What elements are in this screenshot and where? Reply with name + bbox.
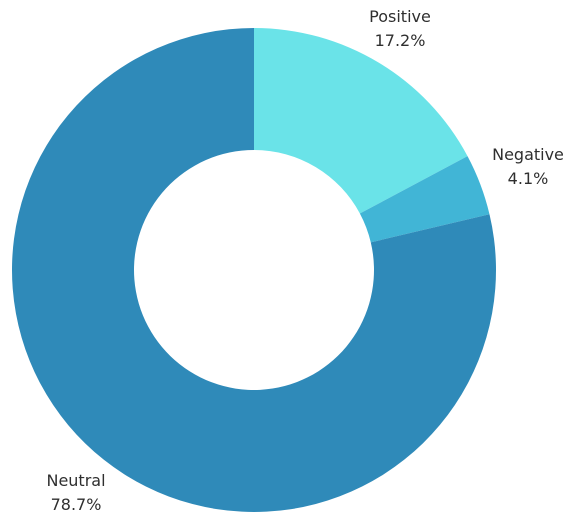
slice-value-positive: 17.2% [375, 31, 426, 50]
slices-layer [11, 28, 496, 512]
slice-value-neutral: 78.7% [51, 495, 102, 514]
slice-positive[interactable] [254, 28, 468, 214]
slice-label-positive: Positive [369, 7, 431, 26]
slice-negative[interactable] [359, 156, 490, 243]
slice-neutral[interactable] [11, 28, 496, 512]
slice-label-negative: Negative [492, 145, 564, 164]
labels-layer: Positive 17.2% Negative 4.1% Neutral 78.7% [46, 7, 563, 514]
slice-label-neutral: Neutral [46, 471, 105, 490]
slice-value-negative: 4.1% [508, 169, 549, 188]
